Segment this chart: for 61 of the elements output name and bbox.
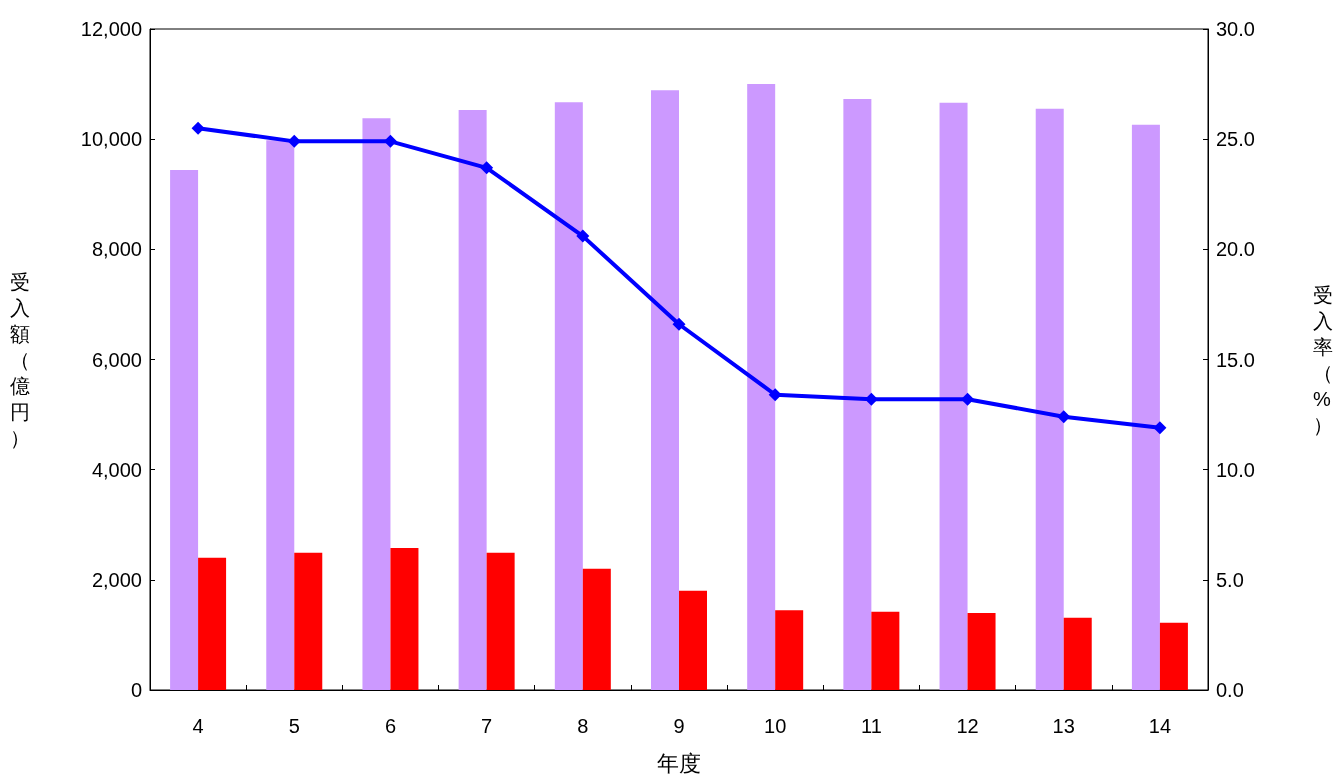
point bbox=[480, 161, 494, 175]
x-tick-label: 13 bbox=[1052, 715, 1075, 737]
bar bbox=[1159, 622, 1188, 690]
x-tick-label: 14 bbox=[1148, 715, 1172, 737]
point bbox=[768, 388, 782, 402]
x-tick-label: 7 bbox=[481, 715, 493, 737]
bar bbox=[486, 552, 515, 690]
point bbox=[864, 392, 878, 406]
y2-tick-label: 5.0 bbox=[1216, 568, 1244, 591]
y2-tick-label: 0.0 bbox=[1216, 679, 1244, 701]
x-tick-label: 12 bbox=[956, 715, 979, 737]
x-tick-label: 10 bbox=[764, 715, 787, 737]
bar bbox=[775, 610, 804, 690]
point bbox=[191, 121, 205, 135]
bar bbox=[390, 547, 419, 690]
y-tick-label: 8,000 bbox=[91, 238, 142, 261]
bar bbox=[198, 557, 227, 690]
x-tick-label: 5 bbox=[288, 715, 300, 737]
y2-tick-label: 20.0 bbox=[1216, 238, 1255, 261]
bar bbox=[266, 140, 295, 690]
bar bbox=[967, 612, 996, 690]
point bbox=[287, 134, 301, 148]
bar bbox=[747, 84, 776, 690]
bar bbox=[1131, 124, 1160, 690]
bar bbox=[1035, 108, 1064, 690]
point bbox=[576, 229, 590, 243]
x-tick-label: 11 bbox=[860, 715, 882, 737]
y-axis-title: 受入額（億円） bbox=[10, 270, 30, 449]
bar bbox=[458, 109, 487, 690]
bar bbox=[651, 90, 679, 690]
bar bbox=[939, 102, 968, 690]
bar bbox=[1063, 617, 1092, 690]
bar bbox=[294, 552, 323, 690]
x-tick-label: 6 bbox=[384, 715, 397, 737]
y2-tick-label: 30.0 bbox=[1216, 18, 1255, 40]
y-tick-label: 4,000 bbox=[91, 458, 142, 481]
bar bbox=[582, 568, 611, 690]
bar bbox=[170, 170, 199, 690]
y-tick-label: 2,000 bbox=[91, 568, 142, 591]
x-tick-label: 9 bbox=[673, 715, 685, 737]
y2-tick-label: 10.0 bbox=[1216, 458, 1255, 481]
bar bbox=[843, 98, 872, 690]
bar bbox=[554, 102, 583, 690]
y2-tick-label: 25.0 bbox=[1216, 128, 1255, 151]
y-tick-label: 0 bbox=[130, 679, 142, 701]
point bbox=[1153, 421, 1167, 435]
bar bbox=[871, 611, 900, 690]
y-tick-label: 10,000 bbox=[80, 128, 142, 151]
x-tick-label: 8 bbox=[577, 715, 589, 737]
y-tick-label: 6,000 bbox=[91, 348, 142, 371]
point bbox=[961, 392, 975, 406]
y2-tick-label: 15.0 bbox=[1216, 348, 1255, 371]
point bbox=[1057, 410, 1071, 424]
bar bbox=[362, 118, 391, 690]
x-tick-label: 4 bbox=[192, 715, 204, 737]
bar bbox=[679, 590, 707, 690]
x-axis-title: 年度 bbox=[657, 750, 701, 776]
point bbox=[672, 317, 686, 331]
y2-axis-title: 受入率（%） bbox=[1313, 283, 1333, 436]
point bbox=[383, 134, 397, 148]
y-tick-label: 12,000 bbox=[80, 18, 142, 40]
